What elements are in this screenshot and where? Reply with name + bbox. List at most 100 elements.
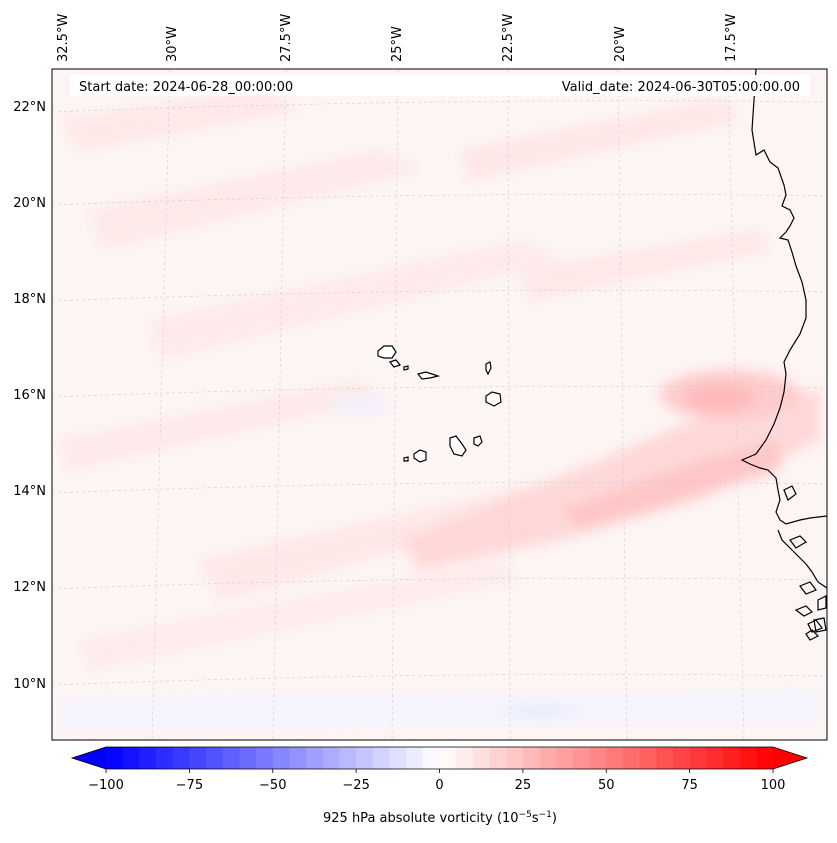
colorbar-tick-label: −50 [259, 778, 286, 793]
colorbar-tick-label: 100 [761, 778, 786, 793]
colorbar-segment [439, 747, 457, 769]
lon-label-32.5w: 32.5°W [56, 14, 71, 62]
colorbar-segment [422, 747, 441, 769]
colorbar-segment [139, 747, 157, 769]
grid-lat-12 [52, 577, 827, 590]
island-sao-nicolau [416, 371, 441, 380]
island-santo-antao [377, 345, 397, 359]
colorbar-segment [356, 747, 374, 769]
island-boa-vista [485, 391, 502, 407]
coast-inlet-1 [783, 485, 797, 501]
lon-label-25w: 25°W [390, 26, 405, 62]
grid-lat-10 [52, 673, 827, 686]
grid-lat-16 [52, 385, 827, 398]
grid-lon-27.5 [272, 69, 287, 740]
colorbar-segment [289, 747, 307, 769]
colorbar-extend-low [72, 747, 106, 769]
grid-lat-14 [52, 481, 827, 494]
colorbar-segment [522, 747, 541, 769]
lat-label-20n: 20°N [13, 196, 46, 211]
cape-verde-islands [377, 345, 502, 463]
colorbar-segment [722, 747, 741, 769]
colorbar-segment [472, 747, 491, 769]
lon-label-27.5w: 27.5°W [279, 14, 294, 62]
longitude-labels: 32.5°W 30°W 27.5°W 25°W 22.5°W 20°W 17.5… [56, 14, 739, 62]
colorbar-tick-label: 50 [598, 778, 615, 793]
vorticity-field [52, 69, 827, 740]
grid-lat-20 [52, 193, 827, 206]
lon-label-30w: 30°W [165, 26, 180, 62]
bijagos-island-2 [807, 619, 823, 633]
map-frame [51, 68, 828, 741]
info-banner [70, 75, 810, 96]
colorbar-title: 925 hPa absolute vorticity (10−5s−1) [323, 810, 557, 826]
grid-lon-22.5 [507, 69, 511, 740]
colorbar-segment [706, 747, 724, 769]
guinea-bay-2 [813, 617, 827, 633]
colorbar-segment [606, 747, 624, 769]
grid-lon-20 [617, 69, 628, 740]
colorbar-segment [506, 747, 524, 769]
colorbar-tick-label: 75 [681, 778, 698, 793]
lon-label-17.5w: 17.5°W [724, 14, 739, 62]
coast-inlet-2 [789, 535, 807, 549]
lat-label-16n: 16°N [13, 388, 46, 403]
colorbar-segment [556, 747, 574, 769]
colorbar-segment [306, 747, 324, 769]
colorbar-segment [322, 747, 341, 769]
island-fogo [413, 449, 427, 463]
africa-coastline [740, 69, 827, 525]
colorbar-segment [656, 747, 674, 769]
guinea-coastline [777, 529, 827, 589]
colorbar-segment [489, 747, 507, 769]
colorbar-segment [672, 747, 691, 769]
lat-label-14n: 14°N [13, 484, 46, 499]
lat-label-22n: 22°N [13, 100, 46, 115]
start-date-label: Start date: 2024-06-28_00:00:00 [79, 80, 293, 95]
colorbar-tick-label: −25 [342, 778, 369, 793]
colorbar-segment [106, 747, 124, 769]
colorbar-segment [639, 747, 657, 769]
colorbar-segment [239, 747, 257, 769]
lat-label-12n: 12°N [13, 580, 46, 595]
colorbar-segment [689, 747, 707, 769]
bijagos-island-4 [805, 629, 820, 641]
grid-lon-30 [151, 69, 171, 740]
gridlines [52, 69, 827, 740]
colorbar-segment [456, 747, 474, 769]
colorbar-tick-label: 0 [435, 778, 443, 793]
island-santa-luzia [403, 365, 409, 371]
lat-label-18n: 18°N [13, 292, 46, 307]
colorbar-segments [72, 747, 807, 769]
coastlines [740, 69, 827, 641]
grid-lon-17.5 [727, 69, 745, 740]
island-sao-vicente [388, 359, 402, 368]
colorbar-segment [172, 747, 190, 769]
valid-date-label: Valid_date: 2024-06-30T05:00:00.00 [562, 80, 800, 95]
lat-label-10n: 10°N [13, 677, 46, 692]
grid-lat-18 [52, 289, 827, 302]
grid-lon-25 [391, 69, 399, 740]
island-brava [403, 456, 409, 462]
colorbar-ticks: −100 −75 −50 −25 0 25 50 75 100 [88, 769, 785, 793]
colorbar-segment [406, 747, 424, 769]
bijagos-island-3 [817, 595, 827, 611]
colorbar-segment [572, 747, 591, 769]
colorbar-segment [339, 747, 357, 769]
colorbar-segment [189, 747, 207, 769]
island-santiago [449, 435, 467, 457]
colorbar-segment [622, 747, 641, 769]
colorbar-segment [589, 747, 607, 769]
colorbar-segment [156, 747, 174, 769]
grid-lat-22 [52, 100, 827, 113]
island-sal [485, 361, 492, 376]
colorbar-segment [122, 747, 140, 769]
lon-label-20w: 20°W [613, 26, 628, 62]
colorbar-segment [372, 747, 391, 769]
island-maio [473, 435, 483, 447]
guinea-bay-1 [799, 581, 817, 595]
colorbar-segment [206, 747, 224, 769]
colorbar-segment [222, 747, 241, 769]
